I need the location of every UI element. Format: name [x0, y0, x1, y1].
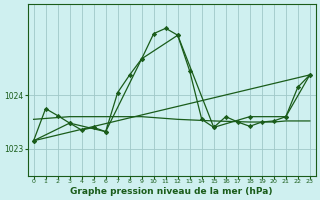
X-axis label: Graphe pression niveau de la mer (hPa): Graphe pression niveau de la mer (hPa): [70, 187, 273, 196]
